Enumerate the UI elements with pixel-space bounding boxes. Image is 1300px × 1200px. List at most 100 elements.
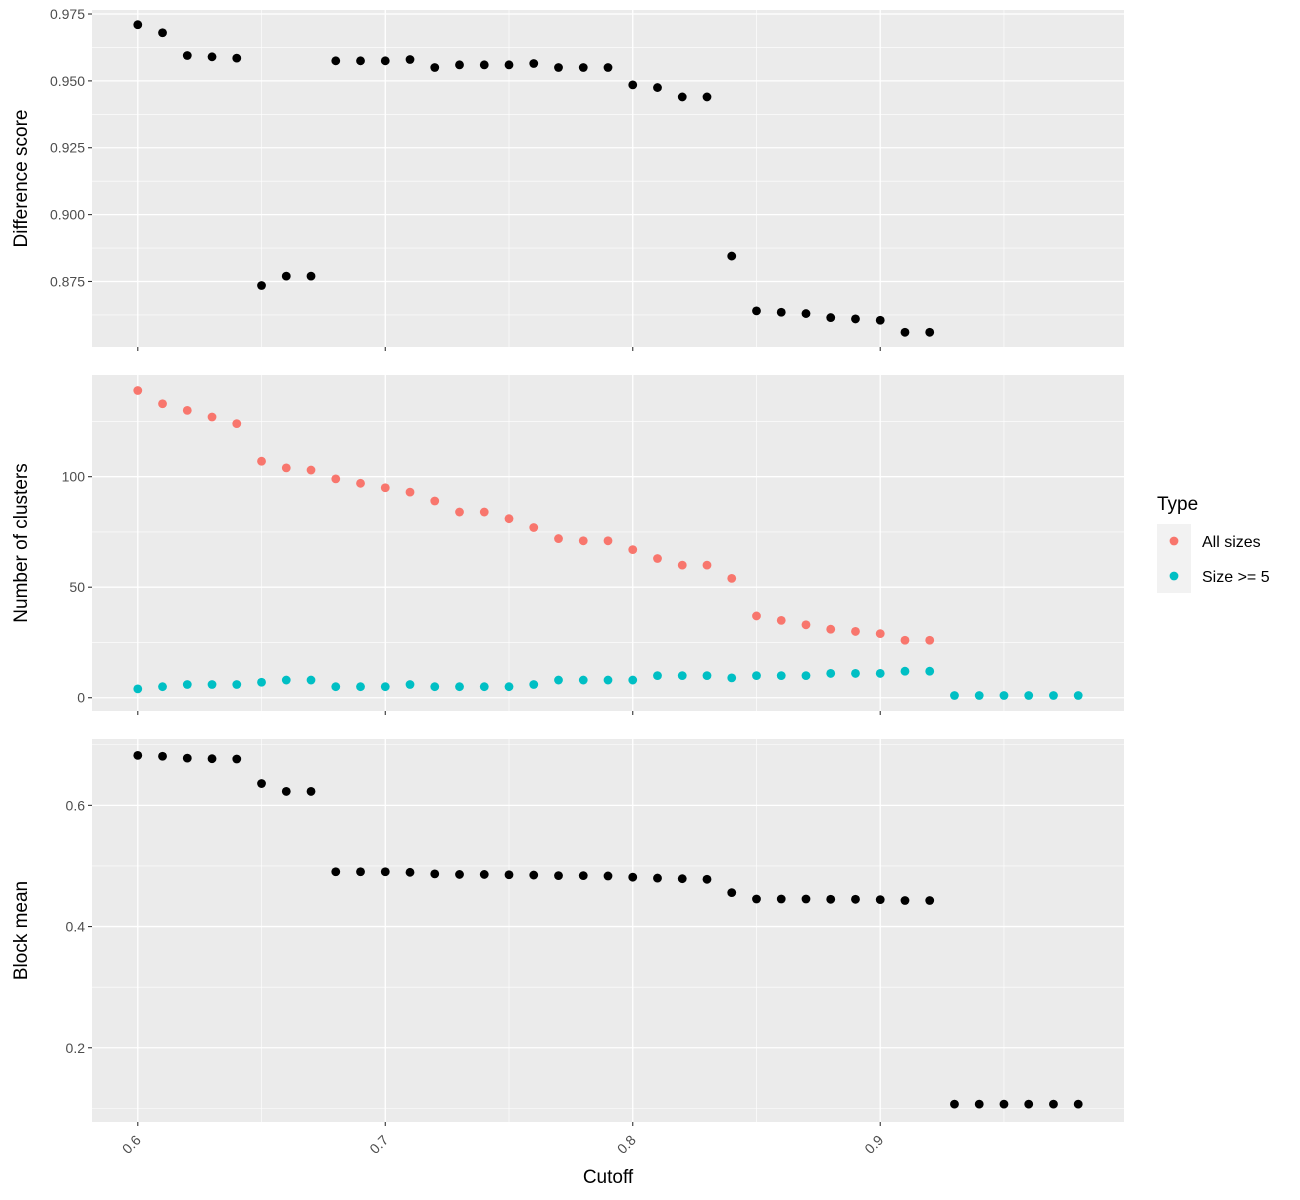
data-point xyxy=(331,682,341,692)
data-point xyxy=(578,871,588,881)
data-point xyxy=(653,671,662,681)
data-point xyxy=(875,895,885,904)
data-point xyxy=(257,677,266,687)
data-point xyxy=(479,870,489,879)
data-point xyxy=(455,507,464,517)
data-point xyxy=(306,675,316,685)
data-point xyxy=(356,682,365,692)
data-point xyxy=(182,753,192,763)
data-point xyxy=(628,872,638,882)
y-tick-label: 0.6 xyxy=(66,797,86,813)
x-tick-label: 0.7 xyxy=(366,1132,391,1157)
data-point xyxy=(430,63,440,72)
data-point xyxy=(430,869,440,879)
data-point xyxy=(702,560,712,570)
data-point xyxy=(826,894,836,904)
data-point xyxy=(306,465,316,475)
data-point xyxy=(182,405,192,415)
data-point xyxy=(554,675,563,685)
y-tick-label: 0 xyxy=(77,690,85,706)
data-point xyxy=(133,750,143,760)
data-point xyxy=(306,271,316,281)
series-1-0 xyxy=(133,386,935,645)
series-1-1 xyxy=(133,666,1083,700)
data-point xyxy=(1024,691,1034,700)
data-point xyxy=(504,514,514,524)
x-axis-title: Cutoff xyxy=(583,1167,634,1188)
data-point xyxy=(851,314,860,324)
x-tick-label: 0.9 xyxy=(861,1132,886,1157)
data-point xyxy=(455,60,464,70)
data-point xyxy=(702,671,712,681)
legend-label: All sizes xyxy=(1202,534,1261,551)
data-point xyxy=(380,867,390,877)
data-point xyxy=(801,671,811,681)
series-0-0 xyxy=(133,20,935,337)
data-point xyxy=(851,894,860,904)
y-axis-title: Number of clusters xyxy=(11,463,32,622)
data-point xyxy=(801,309,811,318)
data-point xyxy=(603,536,613,546)
data-point xyxy=(925,327,935,337)
data-point xyxy=(479,682,489,692)
data-point xyxy=(232,754,242,764)
data-point xyxy=(752,306,761,316)
data-point xyxy=(999,1099,1009,1109)
panels-layer: 0.875 0.900 0.925 0.950 0.975 Difference scor… xyxy=(11,6,1124,1126)
data-point xyxy=(603,675,613,685)
data-point xyxy=(776,615,786,625)
legend-title: Type xyxy=(1157,494,1198,515)
data-point xyxy=(776,894,786,904)
data-point xyxy=(529,59,539,68)
data-point xyxy=(405,55,415,64)
data-point xyxy=(158,399,167,409)
data-point xyxy=(950,1099,959,1109)
data-point xyxy=(653,83,662,92)
data-point xyxy=(331,474,341,484)
data-point xyxy=(1049,691,1058,700)
data-point xyxy=(925,896,935,905)
data-point xyxy=(529,870,539,880)
data-point xyxy=(554,871,563,881)
data-point xyxy=(133,684,143,694)
data-point xyxy=(281,463,291,473)
data-point xyxy=(578,63,588,72)
data-point xyxy=(1049,1099,1058,1109)
data-point xyxy=(232,680,242,689)
data-point xyxy=(752,894,761,904)
data-point xyxy=(727,251,737,261)
legend: Type All sizes Size >= 5 xyxy=(1157,494,1270,593)
data-point xyxy=(405,867,415,877)
data-point xyxy=(430,496,440,506)
data-point xyxy=(331,56,341,66)
data-point xyxy=(727,673,737,683)
data-point xyxy=(851,627,860,636)
legend-key-background xyxy=(1157,524,1191,593)
y-tick-label: 0.2 xyxy=(66,1040,86,1056)
data-point xyxy=(529,523,539,532)
data-point xyxy=(702,92,712,102)
y-tick-label: 50 xyxy=(69,579,85,595)
y-tick-label: 0.900 xyxy=(50,207,85,223)
data-point xyxy=(257,779,266,788)
legend-key-size-ge-5 xyxy=(1169,571,1179,581)
data-point xyxy=(257,456,266,466)
data-point xyxy=(504,870,514,880)
data-point xyxy=(281,787,291,796)
data-point xyxy=(504,682,514,692)
data-point xyxy=(875,629,885,639)
data-point xyxy=(875,315,885,325)
data-point xyxy=(257,281,266,290)
data-point xyxy=(281,675,291,685)
data-point xyxy=(182,680,192,689)
data-point xyxy=(1073,1099,1083,1109)
data-point xyxy=(356,867,365,877)
y-axis-title: Difference score xyxy=(11,110,32,248)
data-point xyxy=(207,412,217,422)
data-point xyxy=(232,53,242,63)
data-point xyxy=(356,478,365,488)
data-point xyxy=(628,675,638,685)
data-point xyxy=(182,51,192,60)
data-point xyxy=(455,682,464,692)
panel-background xyxy=(92,739,1124,1122)
